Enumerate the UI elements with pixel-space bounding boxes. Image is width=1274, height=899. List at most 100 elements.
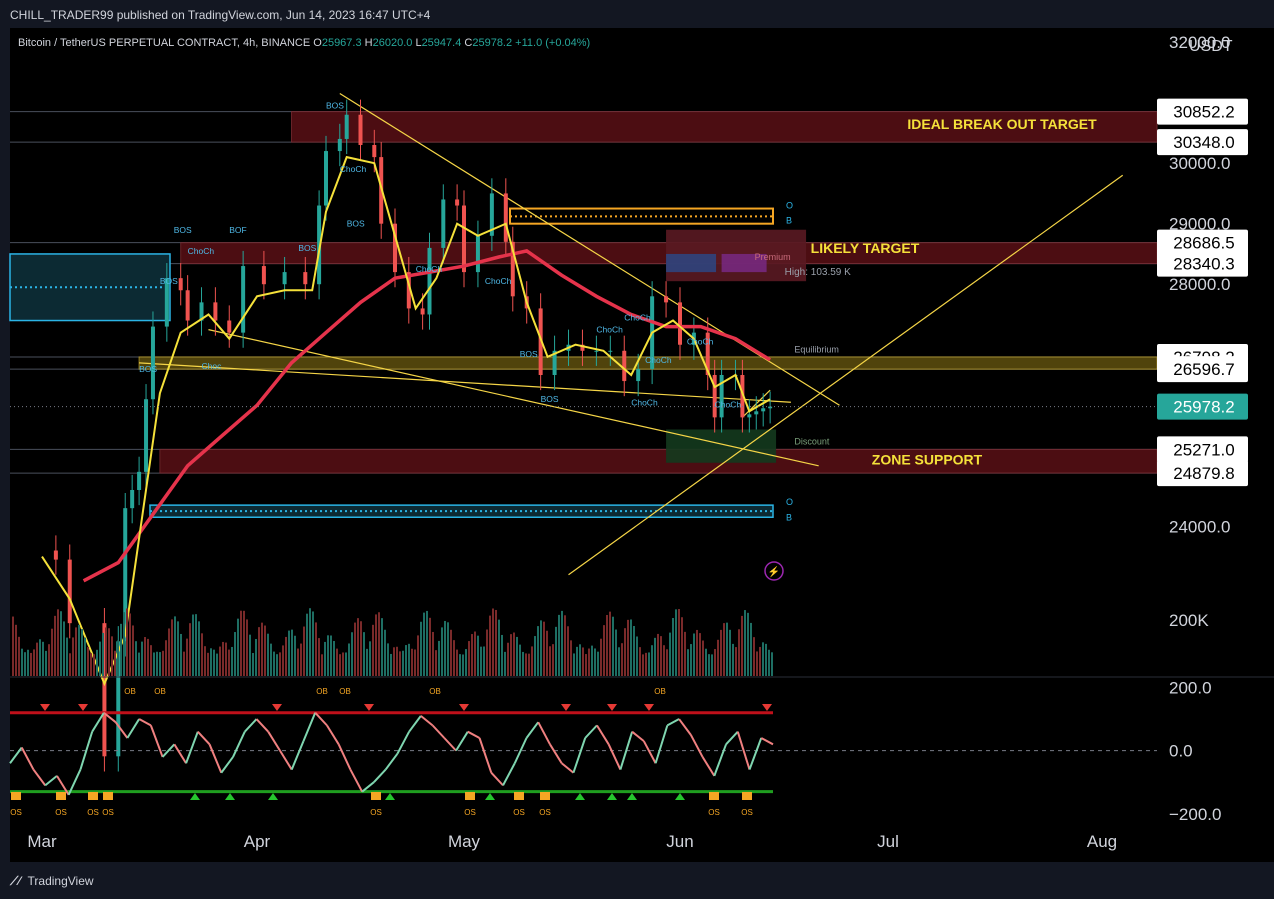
price-tag-bg bbox=[1157, 98, 1248, 125]
os-marker-box bbox=[56, 792, 66, 800]
os-marker-label: OS bbox=[708, 808, 720, 817]
osc-line-segment bbox=[490, 772, 504, 787]
likely-target-label: LIKELY TARGET bbox=[811, 240, 920, 256]
candle-body bbox=[282, 272, 287, 285]
osc-line-segment bbox=[561, 762, 575, 774]
osc-line-segment bbox=[20, 747, 35, 771]
volume-bar bbox=[369, 641, 371, 676]
volume-bar bbox=[378, 612, 380, 676]
os-marker-label: OS bbox=[102, 808, 114, 817]
bottom-bar bbox=[0, 862, 1274, 899]
volume-bar bbox=[240, 610, 242, 676]
premium-blue-box bbox=[666, 253, 717, 273]
volume-bar bbox=[534, 636, 536, 676]
osc-line-segment bbox=[67, 769, 82, 796]
volume-bar bbox=[312, 611, 314, 676]
volume-bar bbox=[753, 637, 755, 676]
smc-label: BOS bbox=[347, 219, 365, 229]
price-tag-label: 25271.0 bbox=[1173, 440, 1234, 459]
volume-bar bbox=[90, 653, 92, 676]
volume-bar bbox=[492, 608, 494, 676]
volume-bar bbox=[372, 624, 374, 676]
currency-label: USDT bbox=[1189, 38, 1233, 55]
volume-bar bbox=[195, 614, 197, 676]
last-price-tag-label: 25978.2 bbox=[1173, 398, 1234, 417]
volume-bar bbox=[513, 632, 515, 676]
volume-bar bbox=[438, 640, 440, 676]
tradingview-logo-icon: ⟋⁄ bbox=[10, 874, 21, 888]
smc-label: ChoCh bbox=[416, 264, 443, 274]
volume-bar bbox=[555, 626, 557, 676]
osc-line-segment bbox=[654, 725, 669, 764]
volume-bar bbox=[63, 621, 65, 676]
volume-bar bbox=[732, 643, 734, 676]
volume-bar bbox=[483, 646, 485, 676]
volume-bar bbox=[162, 650, 164, 676]
smc-label: BOF bbox=[229, 225, 246, 235]
candle-body bbox=[102, 623, 107, 757]
high-label: High: 103.59 K bbox=[785, 267, 851, 278]
brand-label: TradingView bbox=[27, 874, 94, 888]
ob-marker-label: OB bbox=[654, 687, 666, 696]
buy-triangle bbox=[675, 793, 685, 800]
candle-body bbox=[178, 278, 183, 291]
volume-bar bbox=[60, 611, 62, 676]
volume-bar bbox=[432, 631, 434, 676]
candle-body bbox=[712, 375, 717, 418]
os-marker-box bbox=[88, 792, 98, 800]
osc-line-segment bbox=[208, 743, 223, 774]
volume-bar bbox=[630, 619, 632, 676]
volume-bar bbox=[120, 623, 122, 676]
volume-bar bbox=[54, 615, 56, 676]
ob-label-o-bottom: O bbox=[786, 497, 793, 507]
candle-body bbox=[740, 375, 745, 418]
os-marker-label: OS bbox=[741, 808, 753, 817]
volume-bar bbox=[186, 638, 188, 676]
volume-bar bbox=[42, 641, 44, 676]
volume-bar bbox=[489, 615, 491, 676]
osc-line-segment bbox=[701, 756, 716, 777]
price-tag-bg bbox=[1157, 460, 1248, 487]
candle-body bbox=[337, 138, 342, 152]
os-marker-label: OS bbox=[464, 808, 476, 817]
volume-bar bbox=[480, 646, 482, 676]
candle-body bbox=[427, 247, 432, 315]
volume-bar bbox=[108, 628, 110, 676]
smc-label: ChoCh bbox=[188, 246, 215, 256]
volume-bar bbox=[543, 621, 545, 676]
volume-bar bbox=[612, 616, 614, 676]
header-part: C bbox=[464, 37, 472, 49]
osc-line-segment bbox=[689, 734, 704, 758]
volume-bar bbox=[558, 614, 560, 676]
volume-bar bbox=[423, 612, 425, 676]
volume-bar bbox=[576, 646, 578, 676]
sell-triangle bbox=[272, 704, 282, 711]
volume-bar bbox=[666, 649, 668, 676]
volume-bar bbox=[399, 651, 401, 676]
volume-bar bbox=[573, 653, 575, 676]
volume-bar bbox=[765, 643, 767, 676]
osc-line-segment bbox=[290, 740, 305, 770]
volume-bar bbox=[456, 649, 458, 676]
os-marker-label: OS bbox=[370, 808, 382, 817]
publisher-text: CHILL_TRADER99 published on TradingView.… bbox=[10, 8, 431, 22]
osc-line-segment bbox=[79, 731, 94, 770]
candle-body bbox=[608, 350, 613, 352]
candle-body bbox=[406, 272, 411, 309]
volume-bar bbox=[261, 622, 263, 676]
volume-bar bbox=[306, 613, 308, 676]
volume-bar bbox=[249, 634, 251, 676]
tradingview-brand[interactable]: ⟋⁄ TradingView bbox=[10, 874, 94, 889]
volume-bar bbox=[216, 653, 218, 676]
buy-triangle bbox=[225, 793, 235, 800]
sell-triangle bbox=[607, 704, 617, 711]
osc-line-segment bbox=[678, 718, 692, 736]
volume-bar bbox=[339, 654, 341, 676]
volume-bar bbox=[207, 652, 209, 676]
price-tag-label: 26596.7 bbox=[1173, 360, 1234, 379]
volume-bar bbox=[600, 638, 602, 676]
volume-bar bbox=[99, 641, 101, 676]
volume-bar bbox=[78, 624, 80, 676]
osc-line-segment bbox=[607, 743, 622, 771]
